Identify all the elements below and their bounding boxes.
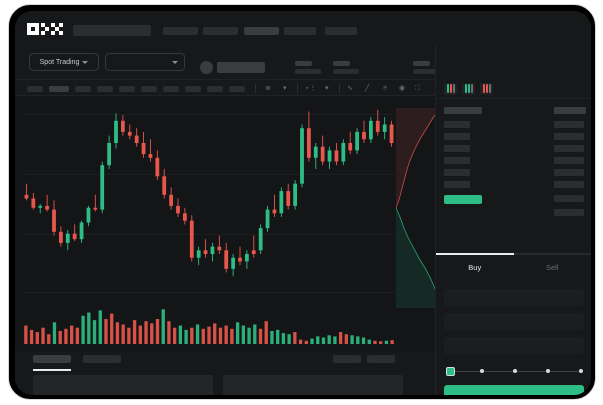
nav-item-4[interactable] [284,27,316,35]
orders-panel-body [15,375,435,395]
nav-item-3[interactable] [244,27,279,35]
orderbook-ask-row[interactable] [444,133,470,140]
settings-icon[interactable]: ◉ [399,85,406,92]
orderbook-view-modes [436,79,591,99]
pair-selector[interactable] [105,53,185,71]
pair-info-bar: Spot Trading [15,45,591,79]
app-screen: Spot Trading [15,11,591,395]
slider-stop-50[interactable] [513,368,517,373]
timeframe-6[interactable] [141,86,157,92]
pair-name-label [217,62,265,73]
ticker-stat-2 [333,61,359,74]
price-chart[interactable] [15,96,440,351]
active-tab-underline [33,369,71,371]
ticker-stat-3 [413,61,439,74]
chevron-down-icon-tb2[interactable]: ▾ [325,85,329,92]
tab-sell[interactable]: Sell [513,253,591,279]
orderbook-ask-row[interactable] [444,145,470,152]
orderbook-bid-row[interactable] [554,157,584,164]
candlestick-series [24,109,394,277]
orderbook-ask-row[interactable] [444,121,470,128]
nav-item-2[interactable] [203,27,238,35]
fullscreen-icon[interactable]: ⛶ [415,85,420,92]
top-navigation-bar [15,11,591,45]
amount-percent-slider[interactable] [446,367,586,376]
chevron-down-icon-tb1[interactable]: ▾ [283,85,287,92]
orderbook-mode-asks[interactable] [480,82,493,95]
slider-stop-100[interactable] [579,368,583,373]
orderbook-bid-row[interactable] [554,121,584,128]
submit-buy-button[interactable] [444,385,584,395]
bottom-tab-2[interactable] [83,355,121,363]
brush-icon[interactable]: ╱ [365,85,370,92]
trading-mode-label: Spot Trading [39,58,80,66]
orderbook-bid-row[interactable] [554,181,584,188]
orderbook-mode-bids[interactable] [462,82,475,95]
timeframe-9[interactable] [207,86,223,92]
okx-logo[interactable] [27,23,63,35]
bottom-tab-1[interactable] [33,355,71,363]
timeframe-4[interactable] [97,86,113,92]
orderbook-col-header-price [444,107,482,114]
timeframe-10[interactable] [229,86,245,92]
orderbook-bid-row[interactable] [554,195,584,202]
chart-toolbar: ≣ ▾ ⋆⋮ ▾ ∿ ╱ ⍟ ◉ ⛶ [15,79,435,96]
timeframe-3[interactable] [75,86,91,92]
price-field[interactable] [444,313,584,330]
tab-buy[interactable]: Buy [436,253,514,279]
orderbook-col-header-amount [554,107,586,114]
bottom-control-1[interactable] [333,355,361,363]
order-book-panel: Buy Sell [435,45,591,395]
orders-panel-left[interactable] [33,375,213,395]
orderbook-ask-row[interactable] [444,157,470,164]
chart-type-icon[interactable]: ⋆⋮ [305,85,317,92]
slider-stop-25[interactable] [480,368,484,373]
chevron-down-icon [82,60,89,64]
orderbook-mode-both[interactable] [444,82,457,95]
orderbook-ask-row[interactable] [444,169,470,176]
orderbook-bid-row[interactable] [554,169,584,176]
indicators-icon[interactable]: ≣ [265,85,271,92]
orderbook-ask-row[interactable] [444,181,470,188]
orderbook-bid-row[interactable] [554,209,584,216]
orders-panel-right[interactable] [223,375,403,395]
amount-field[interactable] [444,337,584,354]
line-tool-icon[interactable]: ∿ [347,85,353,92]
search-input[interactable] [73,25,151,36]
orders-panel-tabs [15,351,435,395]
order-type-field[interactable] [444,289,584,306]
orderbook-bid-row[interactable] [554,133,584,140]
magnet-icon[interactable]: ⍟ [383,85,388,92]
chevron-down-icon-pair [172,60,178,64]
timeframe-7[interactable] [163,86,179,92]
coin-avatar [200,61,213,74]
bottom-control-2[interactable] [367,355,395,363]
market-depth-chart [396,108,440,308]
ticker-stat-1 [295,61,321,74]
volume-histogram [24,309,394,344]
nav-item-1[interactable] [163,27,198,35]
orderbook-last-price [444,195,482,204]
timeframe-2[interactable] [49,86,69,92]
timeframe-5[interactable] [119,86,135,92]
buy-sell-tabs: Buy Sell [436,253,591,279]
timeframe-8[interactable] [185,86,201,92]
slider-handle[interactable] [446,367,455,376]
slider-stop-75[interactable] [546,368,550,373]
timeframe-1[interactable] [27,86,43,92]
orderbook-bid-row[interactable] [554,145,584,152]
device-frame: Spot Trading [8,4,596,400]
nav-item-5[interactable] [325,27,357,35]
trading-mode-selector[interactable]: Spot Trading [29,53,99,71]
